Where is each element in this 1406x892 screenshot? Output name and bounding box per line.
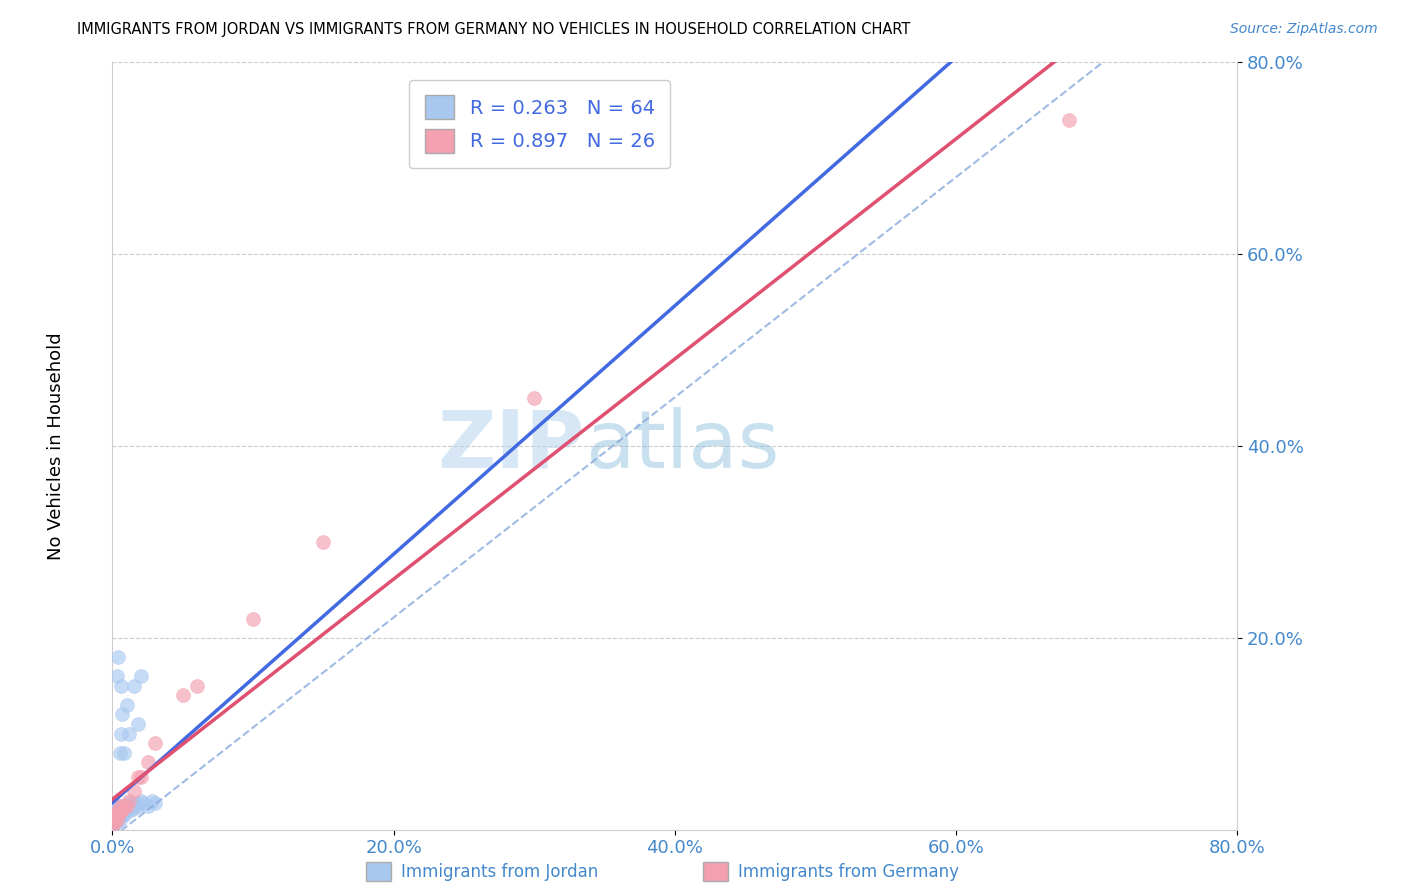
Point [103,811,125,825]
Point [143,796,166,810]
Text: Source: ZipAtlas.com: Source: ZipAtlas.com [1230,22,1378,37]
Point [114,801,136,815]
Point [115,698,138,712]
Point [112,746,135,760]
Point [107,808,129,822]
Point [110,804,132,818]
Point [103,813,125,827]
Point [104,804,127,818]
Point [104,808,127,822]
Text: No Vehicles in Household: No Vehicles in Household [48,332,65,560]
Point [104,811,127,825]
Point [115,798,138,813]
Point [103,817,125,831]
Point [107,798,129,813]
Point [127,717,149,731]
Point [312,535,335,549]
Point [104,814,127,829]
Point [105,813,128,827]
Text: ZIP: ZIP [437,407,585,485]
Point [105,669,128,683]
Point [105,814,128,829]
Point [104,811,127,825]
Text: atlas: atlas [585,407,779,485]
Point [105,804,128,818]
Point [110,798,132,813]
Point [103,814,125,829]
Point [122,679,145,693]
Point [112,798,135,813]
Point [108,813,131,827]
Point [110,804,132,818]
Point [112,798,135,813]
Point [108,801,131,815]
Point [121,798,143,813]
Point [107,811,129,825]
Point [110,679,132,693]
Point [104,813,127,827]
Point [104,805,127,820]
Point [104,813,127,827]
Point [122,784,145,798]
Point [108,805,131,820]
Point [107,649,129,664]
Point [107,808,129,822]
Point [110,805,132,820]
Point [105,805,128,820]
Point [110,726,132,740]
Point [120,804,142,818]
Point [136,798,159,813]
Point [112,808,135,822]
Point [111,801,134,815]
Point [172,689,194,703]
Point [108,805,131,820]
Point [136,756,159,770]
Text: IMMIGRANTS FROM JORDAN VS IMMIGRANTS FROM GERMANY NO VEHICLES IN HOUSEHOLD CORRE: IMMIGRANTS FROM JORDAN VS IMMIGRANTS FRO… [77,22,911,37]
Point [117,804,139,818]
Point [112,804,135,818]
Point [143,736,166,750]
Point [141,794,163,808]
Point [111,804,134,818]
Text: Immigrants from Germany: Immigrants from Germany [738,863,959,881]
Point [111,808,134,822]
Legend: R = 0.263   N = 64, R = 0.897   N = 26: R = 0.263 N = 64, R = 0.897 N = 26 [409,79,671,168]
Point [107,805,129,820]
Text: Immigrants from Jordan: Immigrants from Jordan [401,863,598,881]
Point [108,798,131,813]
Point [117,796,139,810]
Point [105,813,128,827]
Point [105,805,128,820]
Point [105,811,128,825]
Point [127,798,149,813]
Point [118,798,141,813]
Point [129,770,152,784]
Point [129,669,152,683]
Point [107,804,129,818]
Point [118,726,141,740]
Point [103,818,124,832]
Point [242,612,264,626]
Point [124,796,146,810]
Point [103,818,124,832]
Point [104,808,127,822]
Point [523,391,546,405]
Point [103,814,125,829]
Point [127,770,149,784]
Point [108,808,131,822]
Point [118,794,141,808]
Point [103,808,125,822]
Point [105,808,128,822]
Point [115,798,138,813]
Point [1057,113,1080,128]
Point [122,801,145,815]
Point [114,805,136,820]
Point [108,746,131,760]
Point [132,796,155,810]
Point [186,679,208,693]
Point [103,813,125,827]
Point [129,794,152,808]
Point [111,707,134,722]
